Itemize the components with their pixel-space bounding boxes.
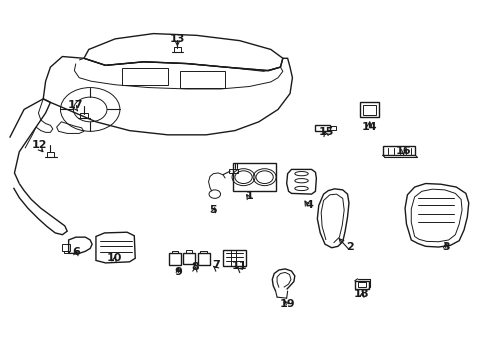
Text: 13: 13 <box>169 34 185 44</box>
Bar <box>183 253 195 264</box>
Bar <box>382 146 414 155</box>
Text: 2: 2 <box>346 242 353 252</box>
Bar <box>315 125 329 131</box>
Bar <box>200 251 206 253</box>
Bar <box>173 48 181 52</box>
Text: 10: 10 <box>106 253 122 262</box>
Bar <box>64 251 68 253</box>
Bar <box>62 243 69 251</box>
Bar <box>229 169 237 173</box>
Text: 7: 7 <box>211 260 219 270</box>
Bar <box>357 282 366 287</box>
Text: 4: 4 <box>305 200 312 210</box>
Text: 17: 17 <box>68 100 83 110</box>
Text: 9: 9 <box>174 267 182 278</box>
Text: 16: 16 <box>395 146 410 156</box>
Bar <box>80 113 88 118</box>
Bar <box>360 102 378 117</box>
Text: 6: 6 <box>72 247 80 257</box>
Bar <box>354 281 368 289</box>
Text: 11: 11 <box>231 261 247 271</box>
Text: 3: 3 <box>441 242 448 252</box>
Bar <box>223 249 245 266</box>
Text: 14: 14 <box>361 122 376 132</box>
Bar <box>185 250 192 253</box>
Text: 5: 5 <box>209 205 217 215</box>
Bar <box>329 126 335 130</box>
Text: 19: 19 <box>279 299 295 309</box>
Text: 8: 8 <box>191 262 199 272</box>
Text: 15: 15 <box>318 127 333 138</box>
Bar <box>197 253 209 265</box>
Bar <box>46 153 54 157</box>
Text: 1: 1 <box>245 191 253 201</box>
Bar <box>171 251 178 253</box>
Bar <box>363 104 375 115</box>
Text: 18: 18 <box>353 289 369 298</box>
Text: 12: 12 <box>32 140 47 150</box>
Bar <box>168 253 181 265</box>
